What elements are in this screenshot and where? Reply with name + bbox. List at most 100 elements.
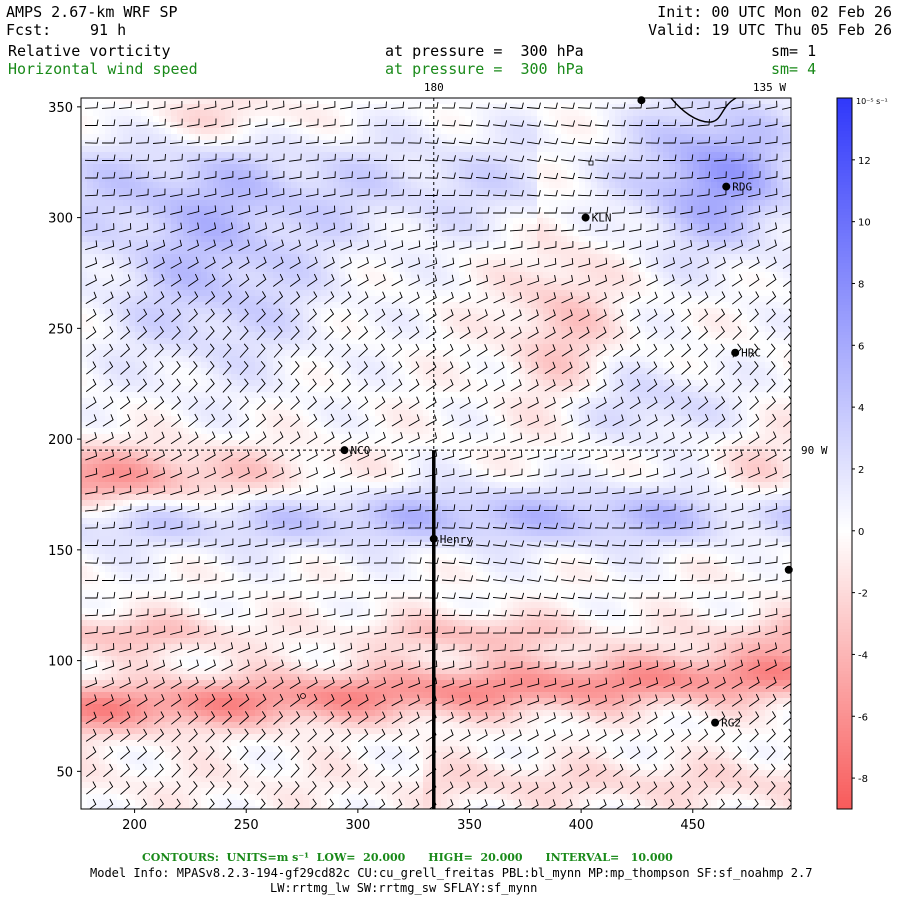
vorticity-cell — [579, 218, 586, 225]
vorticity-cell — [405, 194, 412, 201]
vorticity-cell — [273, 218, 280, 225]
vorticity-cell — [237, 98, 244, 105]
vorticity-cell — [201, 212, 208, 219]
vorticity-cell — [531, 110, 538, 117]
vorticity-cell — [243, 314, 250, 321]
vorticity-cell — [669, 224, 676, 231]
vorticity-cell — [681, 212, 688, 219]
vorticity-cell — [759, 236, 766, 243]
vorticity-cell — [99, 278, 106, 285]
vorticity-cell — [735, 320, 742, 327]
vorticity-cell — [399, 266, 406, 273]
vorticity-cell — [333, 164, 340, 171]
vorticity-cell — [693, 176, 700, 183]
vorticity-cell — [111, 272, 118, 279]
vorticity-cell — [189, 260, 196, 267]
vorticity-cell — [201, 290, 208, 297]
vorticity-cell — [339, 134, 346, 141]
vorticity-cell — [165, 326, 172, 333]
vorticity-cell — [159, 194, 166, 201]
vorticity-cell — [489, 302, 496, 309]
vorticity-cell — [441, 134, 448, 141]
vorticity-cell — [489, 170, 496, 177]
vorticity-cell — [633, 278, 640, 285]
vorticity-cell — [135, 338, 142, 345]
vorticity-cell — [297, 140, 304, 147]
vorticity-cell — [363, 158, 370, 165]
vorticity-cell — [447, 308, 454, 315]
vorticity-cell — [105, 302, 112, 309]
vorticity-cell — [513, 254, 520, 261]
vorticity-cell — [513, 260, 520, 267]
vorticity-cell — [669, 296, 676, 303]
vorticity-cell — [231, 308, 238, 315]
vorticity-cell — [303, 248, 310, 255]
vorticity-cell — [789, 182, 791, 189]
vorticity-cell — [273, 272, 280, 279]
vorticity-cell — [237, 152, 244, 159]
vorticity-cell — [405, 134, 412, 141]
vorticity-cell — [615, 176, 622, 183]
vorticity-cell — [711, 116, 718, 123]
vorticity-cell — [273, 242, 280, 249]
vorticity-cell — [729, 284, 736, 291]
vorticity-cell — [267, 332, 274, 339]
vorticity-cell — [105, 290, 112, 297]
vorticity-cell — [495, 260, 502, 267]
vorticity-cell — [633, 236, 640, 243]
vorticity-cell — [465, 284, 472, 291]
vorticity-cell — [639, 224, 646, 231]
vorticity-cell — [783, 182, 790, 189]
vorticity-cell — [441, 116, 448, 123]
vorticity-cell — [621, 248, 628, 255]
vorticity-cell — [609, 338, 616, 345]
vorticity-cell — [375, 164, 382, 171]
vorticity-cell — [255, 248, 262, 255]
vorticity-cell — [129, 266, 136, 273]
vorticity-cell — [537, 98, 544, 105]
vorticity-cell — [609, 212, 616, 219]
vorticity-cell — [423, 200, 430, 207]
vorticity-cell — [579, 308, 586, 315]
vorticity-cell — [213, 140, 220, 147]
vorticity-cell — [633, 194, 640, 201]
vorticity-cell — [411, 176, 418, 183]
vorticity-cell — [471, 254, 478, 261]
vorticity-cell — [81, 98, 88, 105]
vorticity-cell — [171, 290, 178, 297]
vorticity-cell — [213, 176, 220, 183]
vorticity-cell — [759, 116, 766, 123]
vorticity-cell — [483, 152, 490, 159]
vorticity-cell — [657, 260, 664, 267]
vorticity-cell — [651, 320, 658, 327]
vorticity-cell — [777, 200, 784, 207]
vorticity-cell — [285, 296, 292, 303]
vorticity-cell — [81, 266, 88, 273]
vorticity-cell — [363, 212, 370, 219]
vorticity-cell — [447, 314, 454, 321]
vorticity-cell — [123, 170, 130, 177]
vorticity-cell — [639, 296, 646, 303]
vorticity-cell — [315, 332, 322, 339]
vorticity-cell — [579, 116, 586, 123]
vorticity-cell — [423, 134, 430, 141]
vorticity-cell — [273, 206, 280, 213]
vorticity-cell — [87, 320, 94, 327]
vorticity-cell — [693, 230, 700, 237]
vorticity-cell — [687, 212, 694, 219]
vorticity-cell — [141, 218, 148, 225]
vorticity-cell — [363, 230, 370, 237]
vorticity-cell — [591, 284, 598, 291]
vorticity-cell — [261, 140, 268, 147]
vorticity-cell — [753, 98, 760, 105]
vorticity-cell — [627, 110, 634, 117]
vorticity-cell — [387, 98, 394, 105]
vorticity-cell — [579, 338, 586, 345]
vorticity-cell — [123, 308, 130, 315]
vorticity-cell — [603, 344, 610, 351]
vorticity-cell — [117, 344, 124, 351]
vorticity-cell — [729, 278, 736, 285]
vorticity-cell — [591, 338, 598, 345]
vorticity-cell — [183, 194, 190, 201]
vorticity-cell — [435, 326, 442, 333]
